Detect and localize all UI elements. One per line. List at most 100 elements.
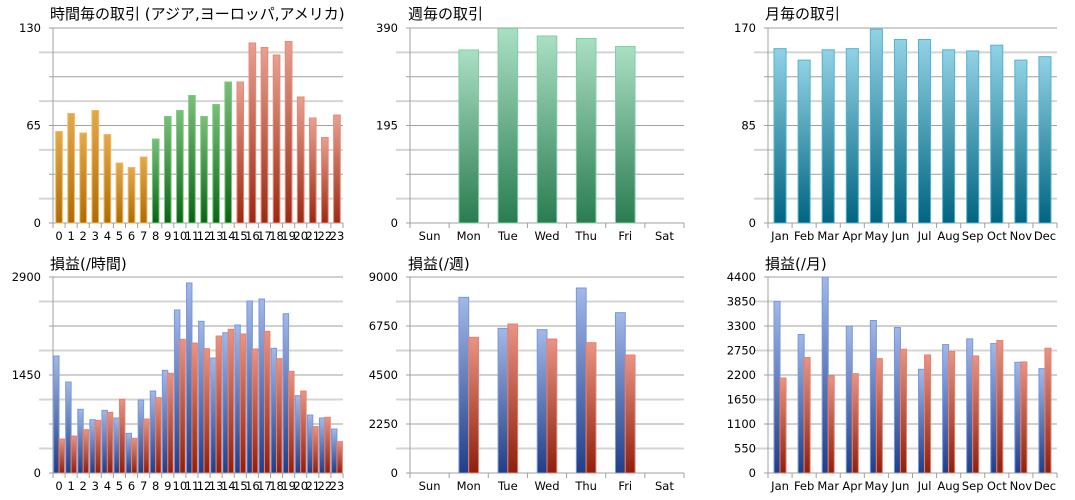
y-tick-label: 130 xyxy=(19,21,41,35)
bar-series1-Jul xyxy=(918,368,926,474)
bar-series2-7 xyxy=(143,418,150,474)
bar-2 xyxy=(79,132,88,224)
bar-Oct xyxy=(990,44,1004,224)
bar-4 xyxy=(103,134,112,224)
x-tick-label: 4 xyxy=(104,479,111,493)
x-tick-label: 16 xyxy=(245,229,260,243)
bar-series2-Dec xyxy=(1044,347,1052,474)
bar-Tue xyxy=(497,28,519,224)
bar-19 xyxy=(284,41,293,224)
x-tick-label: Mar xyxy=(817,479,839,493)
bar-13 xyxy=(212,104,220,224)
x-tick-label: 12 xyxy=(197,229,212,243)
bar-20 xyxy=(296,96,305,224)
bar-Mon xyxy=(458,49,479,224)
x-tick-label: Sep xyxy=(962,479,984,493)
x-tick-label: Oct xyxy=(987,479,1007,493)
bar-Dec xyxy=(1038,56,1052,224)
x-tick-label: 4 xyxy=(104,229,111,243)
y-tick-label: 1450 xyxy=(12,368,41,382)
y-tick-label: 1100 xyxy=(727,417,756,431)
x-tick-label: Jul xyxy=(917,479,932,493)
x-tick-label: Nov xyxy=(1010,229,1033,243)
bar-series2-May xyxy=(875,358,883,474)
x-tick-label: 10 xyxy=(173,479,188,493)
x-tick-label: Fri xyxy=(618,229,632,243)
chart-2: 週毎の取引 0 195 390 Sun Mon Tue Wed Thu Fri Sat xyxy=(376,5,685,243)
x-tick-label: Jan xyxy=(770,229,789,243)
bar-series1-Mar xyxy=(821,276,829,474)
x-tick-label: 20 xyxy=(293,229,308,243)
chart-title: 週毎の取引 xyxy=(408,5,483,23)
bar-series1-Mon xyxy=(458,296,470,474)
x-tick-label: Jan xyxy=(770,479,789,493)
x-tick-label: Fri xyxy=(618,479,632,493)
x-tick-label: Nov xyxy=(1010,479,1033,493)
y-tick-label: 195 xyxy=(376,119,398,133)
x-tick-label: Wed xyxy=(534,229,559,243)
bar-series2-5 xyxy=(118,398,126,474)
bar-series1-22 xyxy=(318,417,326,474)
x-tick-label: 10 xyxy=(173,229,188,243)
bar-series2-8 xyxy=(155,397,162,474)
chart-6: 損益(/月) 0 550 1100 1650 2200 2750 3300 3850 4400 Ja… xyxy=(727,255,1058,493)
bar-Jul xyxy=(918,38,932,224)
bar-series2-14 xyxy=(227,328,235,474)
bar-series1-12 xyxy=(198,320,205,474)
bar-10 xyxy=(176,110,184,224)
x-tick-label: 13 xyxy=(209,479,224,493)
y-tick-label: 390 xyxy=(376,21,398,35)
y-tick-label: 0 xyxy=(391,216,398,230)
bar-series1-Fri xyxy=(615,312,626,474)
x-tick-label: 8 xyxy=(152,479,159,493)
bar-16 xyxy=(248,42,257,224)
bar-22 xyxy=(321,137,329,224)
x-tick-label: 5 xyxy=(116,479,123,493)
bar-series2-21 xyxy=(312,426,319,474)
bar-series1-7 xyxy=(137,399,145,474)
bar-series2-Wed xyxy=(546,338,558,474)
y-tick-label: 4500 xyxy=(369,368,398,382)
bar-series1-Wed xyxy=(536,329,548,474)
bar-series2-Mon xyxy=(468,336,480,474)
bar-8 xyxy=(151,138,160,224)
x-tick-label: 1 xyxy=(67,479,74,493)
x-tick-label: Thu xyxy=(574,479,597,493)
x-tick-label: Sun xyxy=(419,229,441,243)
x-tick-label: Dec xyxy=(1034,229,1056,243)
bar-series1-Sep xyxy=(966,338,974,474)
y-tick-label: 170 xyxy=(734,21,756,35)
bar-5 xyxy=(115,162,124,224)
x-tick-label: 11 xyxy=(185,229,200,243)
y-tick-label: 2200 xyxy=(727,368,756,382)
x-tick-label: 13 xyxy=(209,229,224,243)
bar-6 xyxy=(127,167,136,224)
chart-title: 月毎の取引 xyxy=(765,5,840,23)
chart-title: 時間毎の取引 (アジア,ヨーロッパ,アメリカ) xyxy=(50,5,345,23)
x-tick-label: 2 xyxy=(80,479,87,493)
x-tick-label: Sun xyxy=(419,479,441,493)
bar-Apr xyxy=(845,48,859,224)
bar-23 xyxy=(333,114,341,224)
x-tick-label: 22 xyxy=(318,229,333,243)
bar-series1-1 xyxy=(65,381,72,474)
x-tick-label: Aug xyxy=(937,229,959,243)
bar-1 xyxy=(67,113,75,224)
bar-Aug xyxy=(942,49,956,224)
x-tick-label: 18 xyxy=(269,229,284,243)
bar-series2-2 xyxy=(82,429,90,474)
y-tick-label: 3850 xyxy=(727,295,756,309)
x-tick-label: Sat xyxy=(655,479,674,493)
bar-11 xyxy=(188,95,196,224)
x-tick-label: Jul xyxy=(917,229,932,243)
bar-series2-6 xyxy=(131,437,138,474)
bar-series1-20 xyxy=(294,395,302,474)
y-tick-label: 2750 xyxy=(727,344,756,358)
bar-series2-Jul xyxy=(924,354,932,474)
bar-series1-16 xyxy=(246,300,253,474)
y-tick-label: 0 xyxy=(34,216,41,230)
bar-3 xyxy=(91,110,100,224)
y-tick-label: 1650 xyxy=(727,393,756,407)
bar-series2-9 xyxy=(167,372,174,474)
